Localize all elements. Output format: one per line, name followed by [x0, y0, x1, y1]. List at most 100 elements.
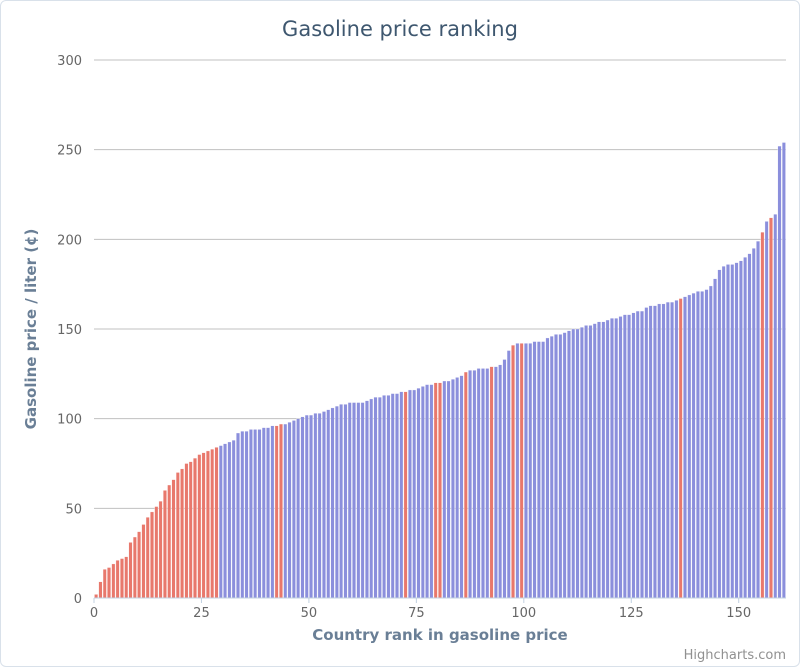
highcharts-credit[interactable]: Highcharts.com — [684, 648, 786, 663]
bar-rank-24[interactable] — [193, 457, 197, 599]
bar-rank-63[interactable] — [360, 402, 365, 599]
bar-rank-41[interactable] — [266, 427, 270, 599]
bar-rank-118[interactable] — [597, 321, 601, 599]
bar-rank-81[interactable] — [438, 382, 442, 599]
bar-rank-130[interactable] — [648, 305, 653, 599]
bar-rank-104[interactable] — [537, 341, 541, 599]
bar-rank-64[interactable] — [365, 400, 369, 599]
bar-rank-94[interactable] — [494, 366, 498, 599]
bar-rank-77[interactable] — [420, 386, 425, 599]
bar-rank-146[interactable] — [717, 269, 722, 599]
bar-rank-71[interactable] — [395, 393, 399, 599]
bar-rank-51[interactable] — [309, 414, 313, 599]
bar-rank-73[interactable] — [403, 391, 408, 599]
bar-rank-16[interactable] — [158, 501, 163, 599]
bar-rank-119[interactable] — [601, 321, 606, 599]
bar-rank-84[interactable] — [451, 379, 455, 599]
bar-rank-18[interactable] — [167, 484, 172, 599]
bar-rank-111[interactable] — [567, 330, 571, 599]
bar-rank-59[interactable] — [343, 404, 348, 599]
bar-rank-115[interactable] — [584, 325, 588, 599]
bar-rank-27[interactable] — [206, 450, 210, 599]
bar-rank-42[interactable] — [270, 425, 275, 599]
bar-rank-138[interactable] — [683, 296, 687, 599]
bar-rank-159[interactable] — [773, 214, 778, 599]
bar-rank-10[interactable] — [132, 536, 137, 599]
bar-rank-4[interactable] — [107, 567, 111, 599]
bar-rank-62[interactable] — [356, 402, 361, 599]
bar-rank-11[interactable] — [137, 531, 141, 599]
bar-rank-153[interactable] — [747, 253, 752, 599]
bar-rank-158[interactable] — [769, 217, 773, 599]
bar-rank-151[interactable] — [739, 260, 743, 599]
bar-rank-44[interactable] — [279, 423, 283, 599]
bar-rank-102[interactable] — [528, 343, 533, 599]
bar-rank-36[interactable] — [244, 431, 249, 599]
bar-rank-97[interactable] — [506, 350, 511, 599]
bar-rank-33[interactable] — [231, 440, 236, 599]
bar-rank-75[interactable] — [412, 389, 417, 599]
bar-rank-47[interactable] — [292, 420, 296, 599]
bar-rank-89[interactable] — [472, 370, 477, 599]
bar-rank-17[interactable] — [163, 490, 167, 599]
bar-rank-160[interactable] — [777, 145, 782, 599]
bar-rank-100[interactable] — [519, 343, 524, 599]
bar-rank-99[interactable] — [515, 343, 520, 599]
bar-rank-143[interactable] — [704, 289, 709, 599]
bar-rank-19[interactable] — [171, 479, 176, 599]
bar-rank-3[interactable] — [102, 569, 107, 599]
bar-rank-15[interactable] — [154, 506, 159, 599]
bar-rank-53[interactable] — [317, 413, 322, 599]
bar-rank-7[interactable] — [120, 558, 124, 599]
bar-rank-5[interactable] — [111, 563, 116, 599]
bar-rank-76[interactable] — [416, 388, 421, 599]
bar-rank-156[interactable] — [760, 232, 765, 599]
bar-rank-92[interactable] — [485, 368, 490, 599]
bar-rank-37[interactable] — [249, 429, 253, 599]
bar-rank-66[interactable] — [373, 396, 378, 599]
bar-rank-83[interactable] — [446, 380, 451, 599]
bar-rank-86[interactable] — [459, 375, 464, 599]
bar-rank-65[interactable] — [369, 398, 374, 599]
bar-rank-122[interactable] — [614, 318, 619, 599]
bar-rank-132[interactable] — [657, 303, 662, 599]
bar-rank-140[interactable] — [691, 292, 696, 599]
bar-rank-50[interactable] — [304, 414, 309, 599]
bar-rank-78[interactable] — [425, 384, 429, 599]
bar-rank-57[interactable] — [334, 405, 339, 599]
bar-rank-117[interactable] — [592, 323, 597, 599]
bar-rank-137[interactable] — [678, 298, 683, 599]
bar-rank-74[interactable] — [408, 389, 412, 599]
bar-rank-129[interactable] — [644, 307, 649, 599]
bar-rank-157[interactable] — [764, 221, 769, 599]
bar-rank-123[interactable] — [618, 316, 623, 599]
bar-rank-133[interactable] — [661, 303, 666, 599]
bar-rank-161[interactable] — [782, 142, 786, 599]
bar-rank-142[interactable] — [700, 291, 705, 599]
bar-rank-96[interactable] — [502, 359, 507, 599]
bar-rank-144[interactable] — [708, 285, 713, 599]
bar-rank-67[interactable] — [377, 396, 382, 599]
bar-rank-26[interactable] — [201, 452, 206, 599]
bar-rank-32[interactable] — [227, 441, 232, 599]
bar-rank-145[interactable] — [713, 278, 717, 599]
bar-rank-56[interactable] — [330, 407, 335, 599]
bar-rank-40[interactable] — [261, 427, 266, 599]
bar-rank-1[interactable] — [94, 594, 98, 599]
bar-rank-79[interactable] — [429, 384, 434, 599]
bar-rank-30[interactable] — [218, 445, 223, 599]
bar-rank-68[interactable] — [382, 395, 386, 599]
bar-rank-85[interactable] — [455, 377, 460, 599]
bar-rank-54[interactable] — [322, 411, 326, 599]
bar-rank-93[interactable] — [489, 366, 494, 599]
bar-rank-46[interactable] — [287, 422, 292, 599]
bar-rank-134[interactable] — [665, 301, 670, 599]
bar-rank-120[interactable] — [605, 319, 610, 599]
bar-rank-101[interactable] — [524, 343, 528, 599]
bar-rank-70[interactable] — [390, 393, 395, 599]
bar-rank-88[interactable] — [468, 370, 472, 599]
bar-rank-82[interactable] — [442, 380, 447, 599]
bar-rank-13[interactable] — [145, 517, 150, 599]
bar-rank-8[interactable] — [124, 556, 129, 599]
bar-rank-58[interactable] — [339, 404, 343, 599]
